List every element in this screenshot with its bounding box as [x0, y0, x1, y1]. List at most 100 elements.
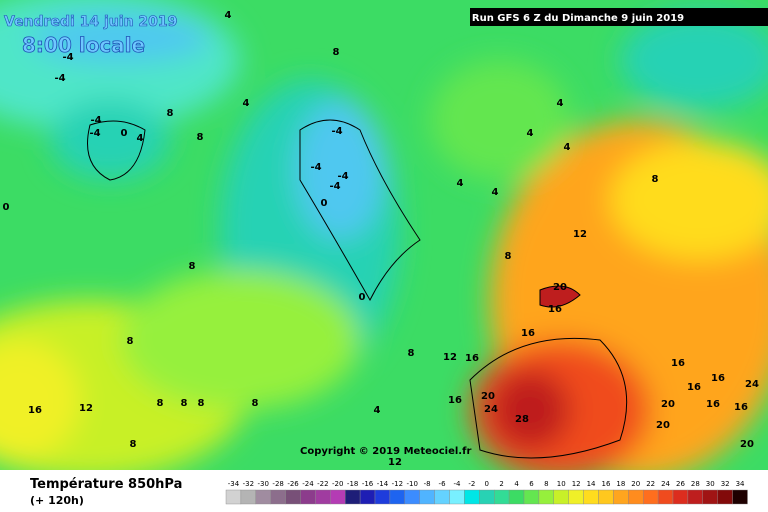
contour-label: 8	[198, 398, 205, 409]
scale-label: -4	[453, 480, 461, 488]
scale-swatch	[672, 489, 689, 505]
scale-label: 34	[736, 480, 745, 488]
scale-swatch	[449, 489, 465, 505]
contour-label: 8	[130, 439, 137, 450]
scale-swatch	[732, 489, 748, 505]
contour-label: 0	[3, 202, 10, 213]
scale-label: -26	[287, 480, 299, 488]
run-info: Run GFS 6 Z du Dimanche 9 juin 2019	[472, 13, 684, 24]
contour-label: 8	[197, 132, 204, 143]
contour-label: 4	[243, 98, 250, 109]
contour-label: -4	[54, 73, 65, 84]
contour-label: -4	[331, 126, 342, 137]
contour-label: 20	[481, 391, 495, 402]
scale-swatch	[464, 489, 480, 505]
scale-label: 8	[544, 480, 548, 488]
scale-swatch	[225, 489, 242, 505]
scale-swatch	[374, 489, 391, 505]
scale-label: 28	[691, 480, 700, 488]
scale-label: -32	[243, 480, 254, 488]
scale-swatch	[240, 489, 256, 505]
contour-label: 0	[121, 128, 128, 139]
scale-swatch	[359, 489, 376, 505]
contour-label: 4	[457, 178, 464, 189]
scale-swatch	[345, 489, 361, 505]
contour-label: 16	[465, 353, 479, 364]
scale-swatch	[494, 489, 510, 505]
scale-label: -12	[392, 480, 403, 488]
run-box	[470, 8, 768, 26]
scale-swatch	[687, 489, 704, 505]
contour-label: 20	[553, 282, 567, 293]
contour-label: 4	[564, 142, 571, 153]
scale-swatch	[553, 489, 569, 505]
scale-label: 30	[706, 480, 715, 488]
scale-label: -16	[362, 480, 374, 488]
contour-label: 16	[548, 304, 562, 315]
contour-label: 8	[127, 336, 134, 347]
contour-label: 4	[492, 187, 499, 198]
copyright: Copyright © 2019 Meteociel.fr	[300, 446, 471, 457]
contour-label: 16	[711, 373, 725, 384]
scale-label: -14	[377, 480, 389, 488]
scale-swatch	[568, 489, 584, 505]
scale-label: 6	[529, 480, 534, 488]
contour-label: 8	[157, 398, 164, 409]
scale-swatch	[628, 489, 644, 505]
contour-label: 4	[225, 10, 232, 21]
scale-label: 26	[676, 480, 685, 488]
forecast-date: Vendredi 14 juin 2019	[4, 14, 177, 30]
scale-swatch	[300, 489, 316, 505]
scale-swatch	[702, 489, 718, 505]
contour-label: 20	[661, 399, 675, 410]
contour-label: 0	[359, 292, 366, 303]
scale-swatch	[479, 489, 495, 505]
scale-label: -8	[424, 480, 431, 488]
contour-label: 8	[333, 47, 340, 58]
scale-label: -30	[258, 480, 269, 488]
contour-label: 4	[557, 98, 564, 109]
scale-swatch	[270, 489, 286, 505]
contour-label: 8	[189, 261, 196, 272]
footer-title: Température 850hPa	[30, 477, 182, 492]
contour-label: -4	[337, 171, 348, 182]
contour-label: 16	[671, 358, 685, 369]
contour-label: 8	[408, 348, 415, 359]
contour-label: 12	[443, 352, 457, 363]
contour-label: 12	[388, 457, 402, 468]
scale-swatch	[613, 489, 629, 505]
scale-swatch	[583, 489, 599, 505]
scale-swatch	[657, 489, 674, 505]
contour-label: 24	[484, 404, 498, 415]
scale-swatch	[434, 489, 450, 505]
scale-label: 2	[499, 480, 503, 488]
scale-label: -28	[272, 480, 283, 488]
contour-label: 8	[652, 174, 659, 185]
scale-label: -18	[347, 480, 358, 488]
scale-swatch	[404, 489, 420, 505]
scale-label: 4	[514, 480, 519, 488]
contour-label: -4	[62, 52, 73, 63]
scale-label: -24	[302, 480, 314, 488]
scale-label: 22	[646, 480, 655, 488]
scale-swatch	[255, 489, 271, 505]
contour-label: 4	[527, 128, 534, 139]
contour-label: 16	[706, 399, 720, 410]
scale-label: 0	[485, 480, 489, 488]
scale-label: 14	[587, 480, 596, 488]
contour-label: -4	[329, 181, 340, 192]
scale-swatch	[598, 489, 614, 505]
scale-swatch	[643, 489, 659, 505]
contour-label: 8	[252, 398, 259, 409]
contour-label: 16	[28, 405, 42, 416]
contour-label: 16	[521, 328, 535, 339]
scale-label: 16	[601, 480, 610, 488]
contour-label: 28	[515, 414, 529, 425]
scale-swatch	[285, 489, 301, 505]
contour-label: 16	[687, 382, 701, 393]
scale-label: -2	[468, 480, 475, 488]
contour-label: 8	[181, 398, 188, 409]
scale-swatch	[315, 489, 331, 505]
scale-swatch	[330, 489, 346, 505]
